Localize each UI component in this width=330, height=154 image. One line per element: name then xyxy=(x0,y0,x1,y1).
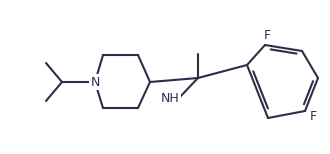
Text: F: F xyxy=(310,109,316,122)
Text: F: F xyxy=(263,28,271,41)
Text: N: N xyxy=(90,75,100,89)
Text: NH: NH xyxy=(161,93,180,105)
